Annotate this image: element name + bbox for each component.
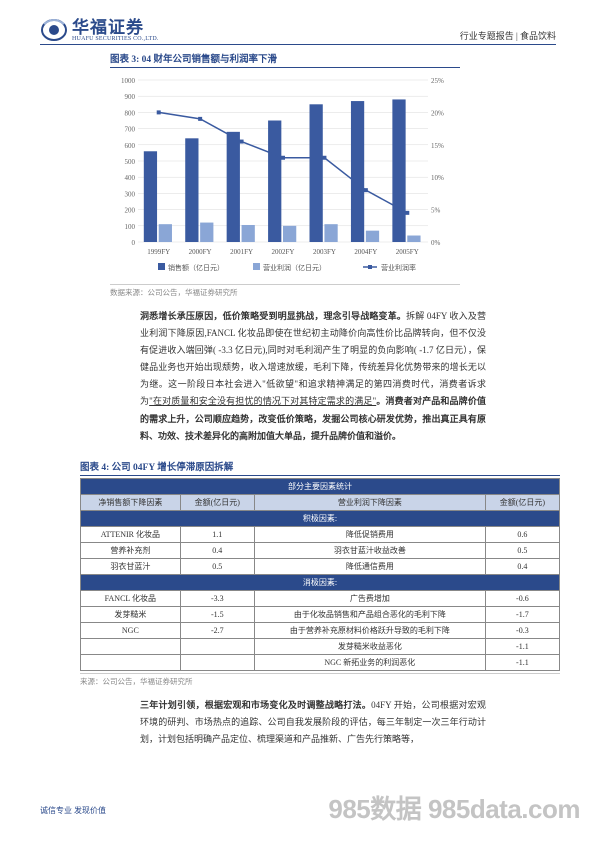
watermark: 985数据 985data.com xyxy=(328,789,580,826)
svg-text:5%: 5% xyxy=(431,207,441,215)
para2-lead: 三年计划引领，根据宏观和市场变化及时调整战略打法。 xyxy=(140,700,371,710)
table4-cell: 发芽糙米 xyxy=(81,606,181,622)
table4-cell: 0.4 xyxy=(180,542,254,558)
chart3-source: 数据来源：公司公告，华福证券研究所 xyxy=(110,284,460,298)
table4-cell: 0.5 xyxy=(180,558,254,574)
table4-cell: -1.5 xyxy=(180,606,254,622)
table4-col-header: 净销售额下降因素 xyxy=(81,494,181,510)
table4-cell: NGC xyxy=(81,622,181,638)
chart3-title: 图表 3: 04 财年公司销售额与利润率下滑 xyxy=(110,51,460,68)
table4-cell xyxy=(180,638,254,654)
chart3: 0 100 200 300 400 500 600 700 800 900 1000 0% 5% 10% 1… xyxy=(110,72,460,282)
para1-underline: "在对质量和安全没有担忧的情况下对其特定需求的满足" xyxy=(149,396,376,406)
svg-text:15%: 15% xyxy=(431,142,444,150)
svg-text:600: 600 xyxy=(125,142,136,150)
svg-text:2000FY: 2000FY xyxy=(189,248,212,256)
table4-cell: 0.4 xyxy=(485,558,559,574)
table4-cell: -0.3 xyxy=(485,622,559,638)
table4-cell: 羽衣甘蓝汁 xyxy=(81,558,181,574)
table4-cat2: 消极因素: xyxy=(81,574,560,590)
table4-cell: 发芽糙米收益恶化 xyxy=(254,638,485,654)
table4-cell xyxy=(81,654,181,670)
table4-cell: -1.1 xyxy=(485,654,559,670)
table4-col-header: 营业利润下降因素 xyxy=(254,494,485,510)
table4-source: 来源：公司公告，华福证券研究所 xyxy=(80,673,560,687)
table4-cat1: 积极因素: xyxy=(81,510,560,526)
table4-cell: NGC 新拓业务的利润恶化 xyxy=(254,654,485,670)
svg-text:1999FY: 1999FY xyxy=(147,248,170,256)
table4-cell: 由于营养补充原材料价格跃升导致的毛利下降 xyxy=(254,622,485,638)
table4-cell: 降低通信费用 xyxy=(254,558,485,574)
svg-text:0%: 0% xyxy=(431,239,441,247)
table4-cell: -0.6 xyxy=(485,590,559,606)
table4-cell: FANCL 化妆品 xyxy=(81,590,181,606)
svg-text:20%: 20% xyxy=(431,109,444,117)
table4-col-header: 金额(亿日元) xyxy=(180,494,254,510)
table4-cell: 1.1 xyxy=(180,526,254,542)
svg-text:营业利润（亿日元）: 营业利润（亿日元） xyxy=(263,263,326,272)
table4-cell xyxy=(180,654,254,670)
table4-title: 图表 4: 公司 04FY 增长停滞原因拆解 xyxy=(80,459,560,476)
svg-text:400: 400 xyxy=(125,174,136,182)
svg-text:1000: 1000 xyxy=(121,77,136,85)
para1-body: 拆解 04FY 收入及营业利润下降原因,FANCL 化妆品即使在世纪初主动降价向… xyxy=(140,311,486,406)
svg-text:10%: 10% xyxy=(431,174,444,182)
table4-cell: -1.7 xyxy=(485,606,559,622)
svg-text:2001FY: 2001FY xyxy=(230,248,253,256)
table4-cell: 羽衣甘蓝汁收益改善 xyxy=(254,542,485,558)
svg-text:200: 200 xyxy=(125,207,136,215)
svg-text:营业利润率: 营业利润率 xyxy=(381,263,416,272)
table4-col-header: 金额(亿日元) xyxy=(485,494,559,510)
paragraph-1: 洞悉增长承压原因，低价策略受到明显挑战，理念引导战略变革。拆解 04FY 收入及… xyxy=(140,308,486,445)
svg-text:900: 900 xyxy=(125,93,136,101)
page-header: 华福证券 HUAFU SECURITIES CO.,LTD. 行业专题报告 | … xyxy=(40,18,556,45)
svg-text:700: 700 xyxy=(125,126,136,134)
table4-cell: 0.5 xyxy=(485,542,559,558)
logo: 华福证券 HUAFU SECURITIES CO.,LTD. xyxy=(40,18,159,42)
table4-cell: -1.1 xyxy=(485,638,559,654)
table4-cell: 广告费增加 xyxy=(254,590,485,606)
table4-h1: 部分主要因素统计 xyxy=(81,478,560,494)
svg-text:0: 0 xyxy=(132,239,136,247)
table4-cell: ATTENIR 化妆品 xyxy=(81,526,181,542)
svg-text:2002FY: 2002FY xyxy=(272,248,295,256)
header-right: 行业专题报告 | 食品饮料 xyxy=(460,29,556,42)
table4-cell: 由于化妆品销售和产品组合恶化的毛利下降 xyxy=(254,606,485,622)
svg-text:500: 500 xyxy=(125,158,136,166)
table4-cell: -2.7 xyxy=(180,622,254,638)
table4: 部分主要因素统计 净销售额下降因素金额(亿日元)营业利润下降因素金额(亿日元) … xyxy=(80,478,560,671)
svg-text:100: 100 xyxy=(125,223,136,231)
svg-text:800: 800 xyxy=(125,109,136,117)
logo-mark-icon xyxy=(40,18,68,42)
svg-text:300: 300 xyxy=(125,190,136,198)
paragraph-2: 三年计划引领，根据宏观和市场变化及时调整战略打法。04FY 开始，公司根据对宏观… xyxy=(140,697,486,748)
svg-text:2003FY: 2003FY xyxy=(313,248,336,256)
svg-text:25%: 25% xyxy=(431,77,444,85)
footer-left: 诚信专业 发现价值 xyxy=(40,805,106,816)
table4-cell xyxy=(81,638,181,654)
logo-en: HUAFU SECURITIES CO.,LTD. xyxy=(72,36,159,42)
table4-cell: 降低促销费用 xyxy=(254,526,485,542)
svg-text:销售额（亿日元）: 销售额（亿日元） xyxy=(168,263,224,272)
svg-text:2004FY: 2004FY xyxy=(354,248,377,256)
svg-text:2005FY: 2005FY xyxy=(396,248,419,256)
table4-cell: 0.6 xyxy=(485,526,559,542)
logo-cn: 华福证券 xyxy=(72,19,159,36)
para1-lead: 洞悉增长承压原因，低价策略受到明显挑战，理念引导战略变革。 xyxy=(140,311,406,321)
table4-cell: 营养补充剂 xyxy=(81,542,181,558)
table4-cell: -3.3 xyxy=(180,590,254,606)
